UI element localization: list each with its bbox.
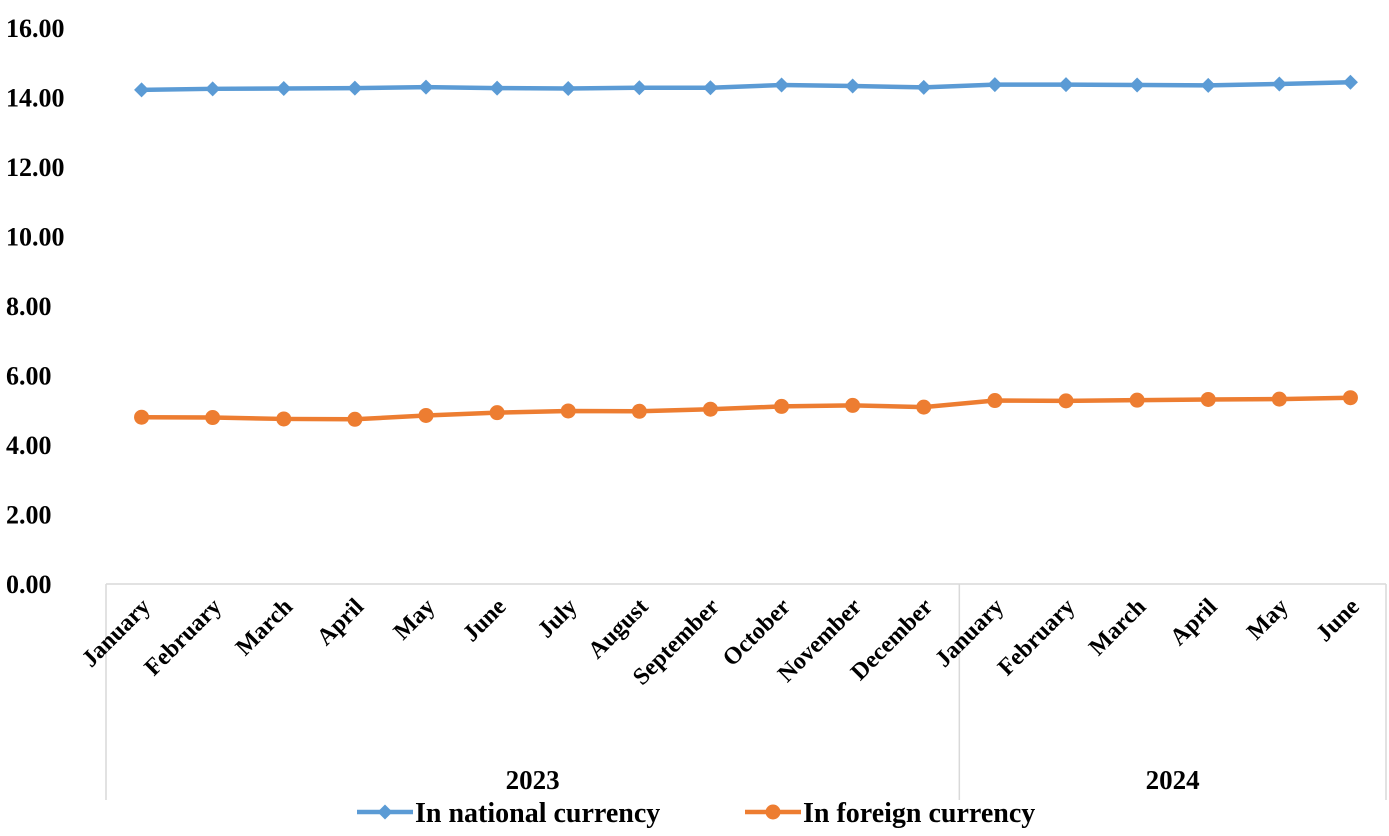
series-line bbox=[139, 79, 1353, 93]
data-point-circle bbox=[276, 411, 292, 427]
y-tick-label: 10.00 bbox=[6, 223, 65, 252]
data-point-diamond bbox=[916, 79, 932, 95]
x-group-label: 2024 bbox=[1146, 765, 1200, 795]
data-point-circle bbox=[702, 401, 718, 417]
axis-layer: 0.00 2.00 4.00 6.00 8.00 10.00 12.00 14.00 16.00… bbox=[6, 14, 1387, 800]
y-tick-label: 2.00 bbox=[6, 501, 52, 530]
x-tick-label: April bbox=[312, 594, 369, 651]
y-tick-label: 12.00 bbox=[6, 153, 65, 182]
data-point-circle bbox=[1129, 392, 1145, 408]
legend: In national currency In foreign currency bbox=[357, 798, 1035, 829]
data-point-diamond bbox=[134, 82, 150, 98]
data-point-diamond bbox=[489, 80, 505, 96]
data-point-circle bbox=[489, 405, 505, 421]
data-point-diamond bbox=[1058, 77, 1074, 93]
data-point-circle bbox=[347, 411, 363, 427]
data-point-circle bbox=[631, 403, 647, 419]
x-group-label: 2023 bbox=[506, 765, 560, 795]
data-point-circle bbox=[845, 397, 861, 413]
x-tick-label: July bbox=[533, 594, 583, 644]
series-line bbox=[139, 395, 1353, 422]
y-tick-label: 6.00 bbox=[6, 362, 52, 391]
data-point-circle bbox=[134, 409, 150, 425]
y-tick-label: 8.00 bbox=[6, 292, 52, 321]
data-point-diamond bbox=[987, 77, 1003, 93]
data-point-circle bbox=[418, 407, 434, 423]
data-point-circle bbox=[774, 398, 790, 414]
legend-label: In national currency bbox=[415, 798, 660, 829]
data-point-diamond bbox=[1129, 77, 1145, 93]
data-point-diamond bbox=[631, 80, 647, 96]
legend-label: In foreign currency bbox=[803, 798, 1035, 829]
y-tick-label: 14.00 bbox=[6, 84, 65, 113]
data-point-diamond bbox=[205, 81, 221, 97]
data-point-diamond bbox=[774, 77, 790, 93]
data-point-diamond bbox=[1342, 74, 1358, 90]
x-tick-label: February bbox=[993, 594, 1080, 681]
data-point-circle bbox=[987, 393, 1003, 409]
data-point-diamond bbox=[1271, 76, 1287, 92]
series-layer bbox=[134, 74, 1358, 427]
legend-marker-circle bbox=[765, 804, 781, 820]
data-point-circle bbox=[205, 410, 221, 426]
legend-marker-diamond bbox=[377, 804, 393, 820]
data-point-circle bbox=[560, 403, 576, 419]
x-tick-label: June bbox=[458, 594, 512, 648]
x-tick-label: March bbox=[231, 594, 298, 661]
y-tick-label: 16.00 bbox=[6, 14, 65, 43]
data-point-diamond bbox=[347, 80, 363, 96]
data-point-diamond bbox=[845, 78, 861, 94]
x-tick-label: May bbox=[1242, 594, 1293, 645]
x-tick-label: April bbox=[1165, 594, 1222, 651]
data-point-diamond bbox=[560, 80, 576, 96]
data-point-diamond bbox=[276, 80, 292, 96]
data-point-diamond bbox=[702, 80, 718, 96]
data-point-circle bbox=[916, 399, 932, 415]
y-tick-label: 0.00 bbox=[6, 570, 52, 599]
data-point-diamond bbox=[1200, 77, 1216, 93]
x-tick-label: May bbox=[389, 594, 440, 645]
data-point-circle bbox=[1200, 391, 1216, 407]
x-tick-label: August bbox=[583, 594, 653, 664]
x-tick-label: June bbox=[1311, 594, 1365, 648]
data-point-circle bbox=[1271, 391, 1287, 407]
data-point-diamond bbox=[418, 79, 434, 95]
y-tick-label: 4.00 bbox=[6, 431, 52, 460]
data-point-circle bbox=[1058, 393, 1074, 409]
x-tick-label: March bbox=[1084, 594, 1151, 661]
data-point-circle bbox=[1342, 390, 1358, 406]
x-tick-label: February bbox=[140, 594, 227, 681]
